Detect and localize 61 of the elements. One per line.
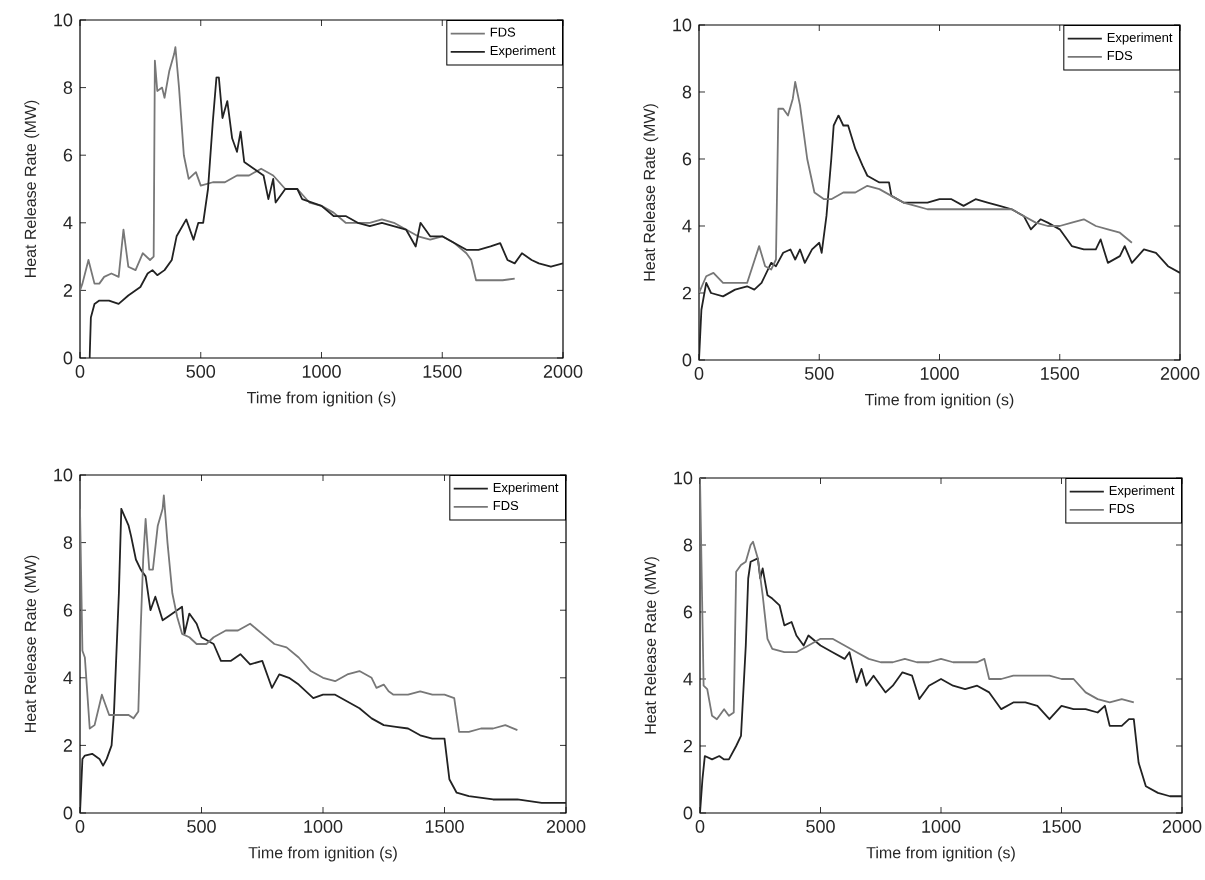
x-tick-label: 1500 <box>1041 367 1080 380</box>
legend-label: FDS <box>490 27 516 37</box>
y-tick-label: 2 <box>682 286 692 300</box>
x-tick-label: 2000 <box>546 820 586 833</box>
x-tick-label: 1000 <box>302 365 341 378</box>
x-tick-label: 500 <box>804 367 834 380</box>
y-axis-title: Heat Release Rate (MW) <box>643 104 659 281</box>
x-tick-label: 0 <box>75 820 85 833</box>
x-tick-label: 2000 <box>1162 820 1202 833</box>
y-tick-label: 4 <box>683 672 693 686</box>
x-tick-label: 1000 <box>922 820 961 833</box>
line-series <box>700 557 1182 813</box>
y-tick-label: 4 <box>682 219 692 233</box>
x-tick-label: 2000 <box>543 365 583 378</box>
x-tick-label: 0 <box>694 367 704 380</box>
x-tick-label: 500 <box>186 365 216 378</box>
x-tick-label: 1000 <box>304 820 343 833</box>
y-tick-label: 4 <box>63 671 73 684</box>
y-tick-label: 10 <box>54 468 73 482</box>
y-tick-label: 2 <box>63 284 73 297</box>
x-axis-title: Time from ignition (s) <box>865 393 1014 409</box>
y-tick-label: 6 <box>682 152 692 166</box>
y-tick-label: 10 <box>674 471 693 485</box>
legend-label: Experiment <box>1109 485 1175 498</box>
x-tick-label: 0 <box>695 820 705 833</box>
x-tick-label: 1000 <box>920 367 959 380</box>
x-tick-label: 1500 <box>1042 820 1081 833</box>
y-tick-label: 6 <box>63 603 73 617</box>
x-axis-title: Time from ignition (s) <box>248 846 397 862</box>
y-tick-label: 8 <box>682 85 692 99</box>
y-axis-title: Heat Release Rate (MW) <box>24 100 40 278</box>
x-tick-label: 1500 <box>423 365 462 378</box>
y-tick-label: 10 <box>54 13 73 27</box>
x-tick-label: 1500 <box>425 820 464 833</box>
x-tick-label: 500 <box>806 820 835 833</box>
y-tick-label: 10 <box>673 18 692 32</box>
y-tick-label: 8 <box>683 538 693 552</box>
y-tick-label: 8 <box>63 81 73 94</box>
legend-label: FDS <box>1107 50 1133 61</box>
y-tick-label: 6 <box>63 148 73 162</box>
legend-label: Experiment <box>490 45 556 58</box>
y-tick-label: 0 <box>63 806 73 820</box>
y-tick-label: 0 <box>682 353 692 367</box>
x-axis-title: Time from ignition (s) <box>247 391 396 407</box>
y-axis-title: Heat Release Rate (MW) <box>644 557 660 734</box>
y-axis-title: Heat Release Rate (MW) <box>24 555 40 733</box>
legend-label: Experiment <box>493 482 559 495</box>
y-tick-label: 2 <box>63 739 73 752</box>
legend-label: FDS <box>493 500 519 511</box>
x-tick-label: 2000 <box>1160 367 1200 380</box>
y-tick-label: 2 <box>683 739 693 753</box>
y-tick-label: 0 <box>683 806 693 820</box>
y-tick-label: 4 <box>63 216 73 229</box>
x-tick-label: 500 <box>187 820 216 833</box>
y-tick-label: 6 <box>683 605 693 619</box>
legend-label: Experiment <box>1107 32 1173 45</box>
x-axis-title: Time from ignition (s) <box>866 846 1015 862</box>
x-tick-label: 0 <box>75 365 85 378</box>
y-tick-label: 0 <box>63 351 73 365</box>
legend-label: FDS <box>1109 503 1135 514</box>
y-tick-label: 8 <box>63 536 73 549</box>
